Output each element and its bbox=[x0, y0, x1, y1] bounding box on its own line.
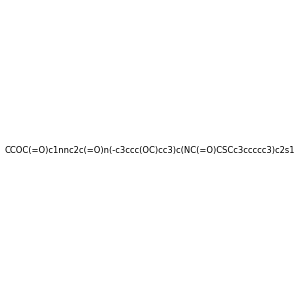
Text: CCOC(=O)c1nnc2c(=O)n(-c3ccc(OC)cc3)c(NC(=O)CSCc3ccccc3)c2s1: CCOC(=O)c1nnc2c(=O)n(-c3ccc(OC)cc3)c(NC(… bbox=[5, 146, 295, 154]
